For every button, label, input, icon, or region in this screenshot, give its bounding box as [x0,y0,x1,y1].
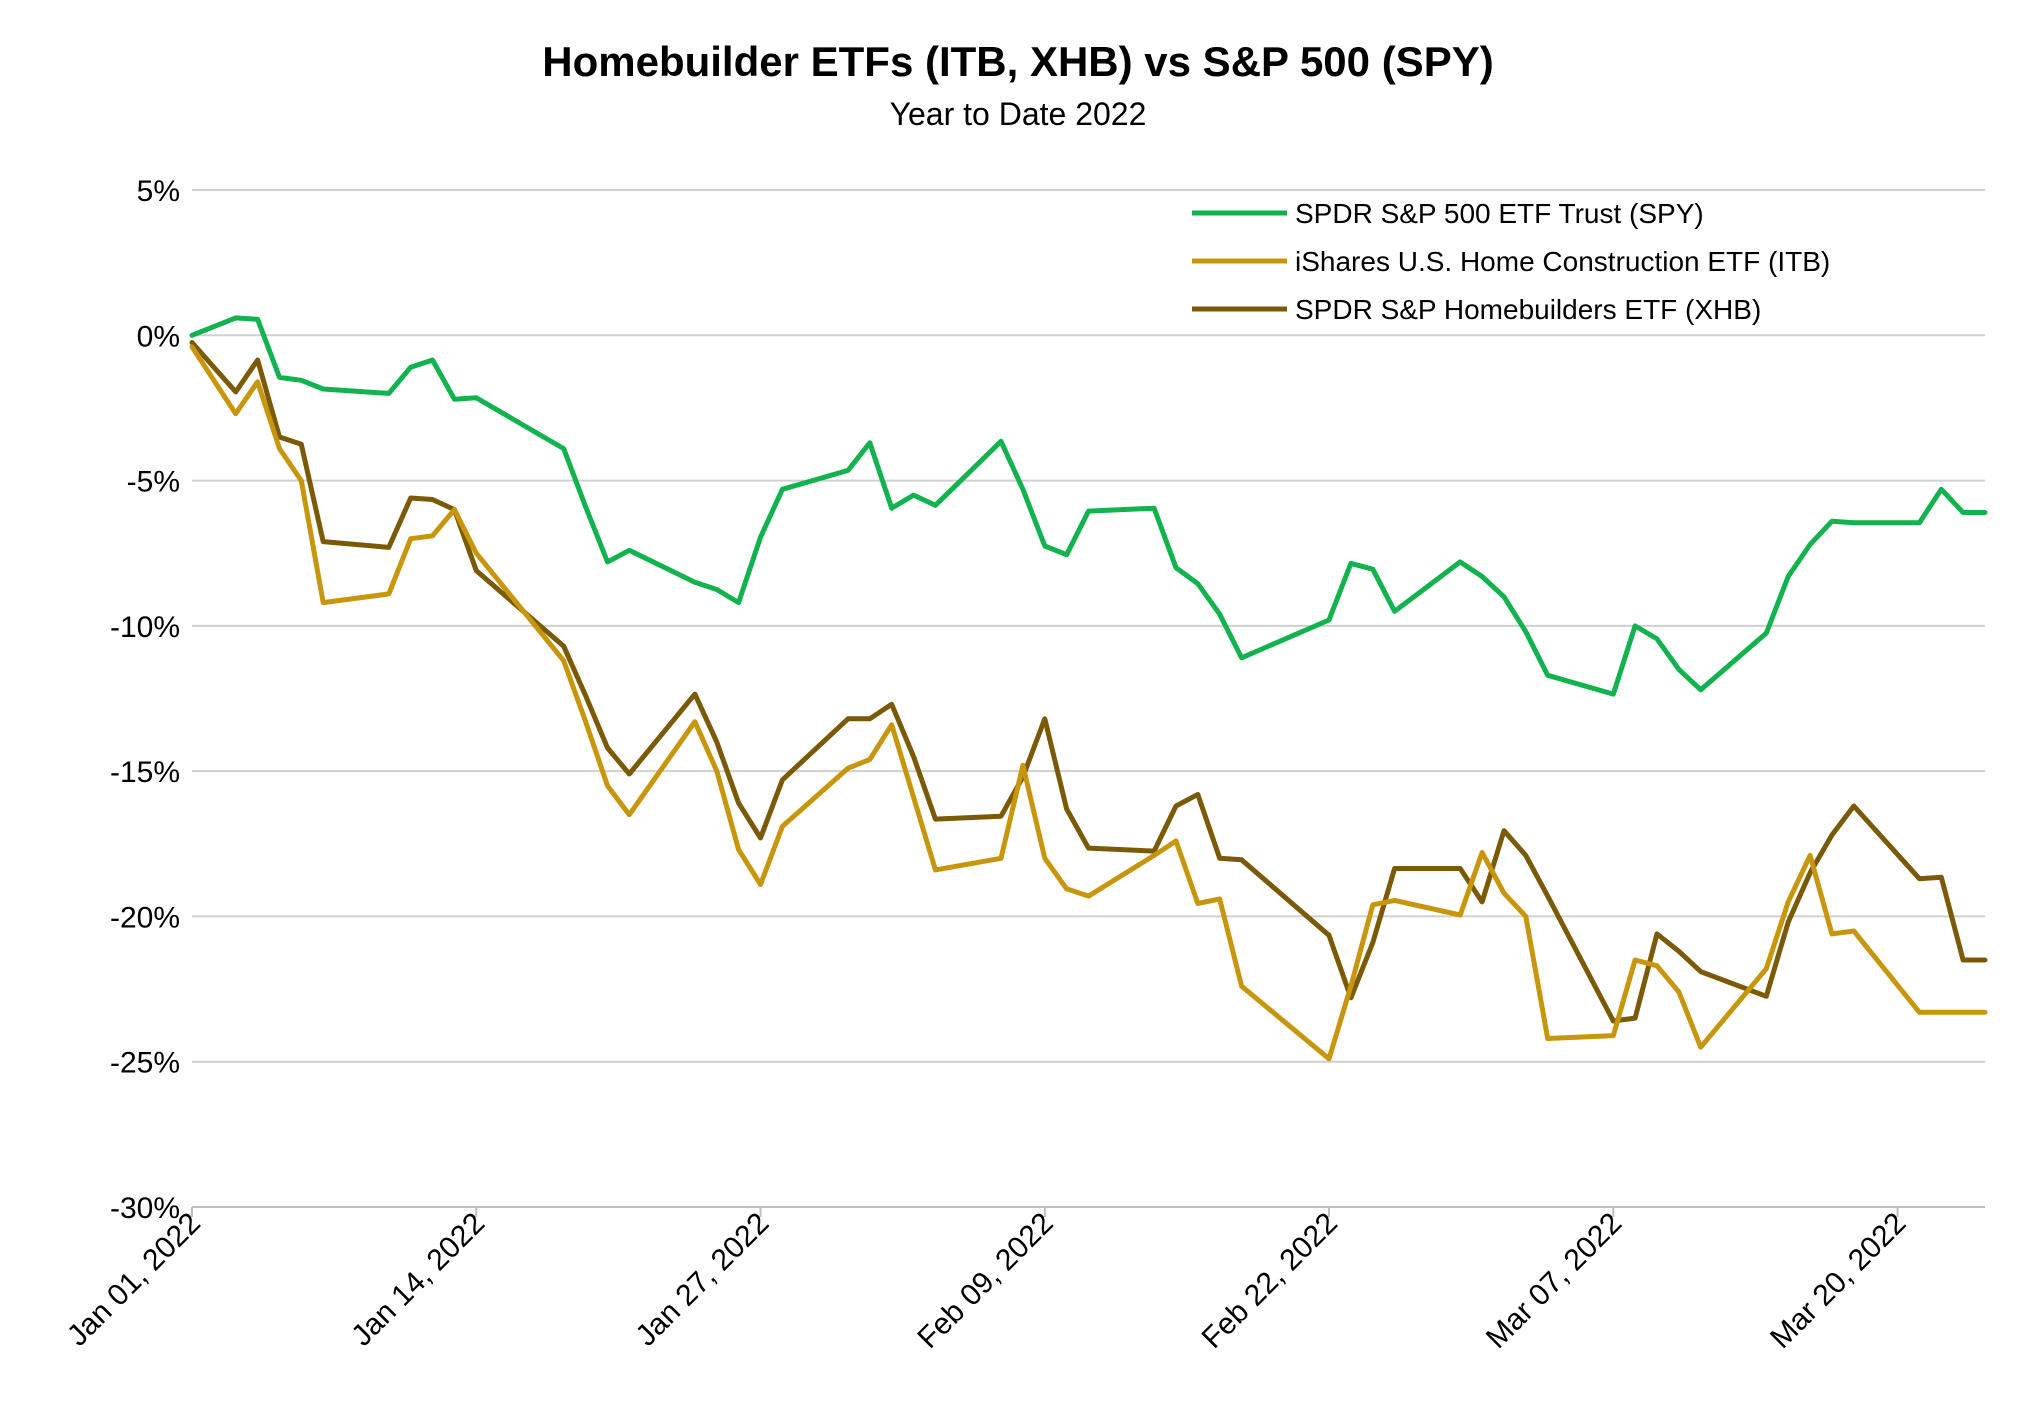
legend-label: SPDR S&P 500 ETF Trust (SPY) [1295,198,1704,229]
y-tick-label: -20% [110,901,180,934]
x-tick-label: Feb 09, 2022 [911,1207,1059,1355]
legend-label: SPDR S&P Homebuilders ETF (XHB) [1295,294,1761,325]
y-axis-ticks: 5% 0% -5% -10% -15% -20% -25% -30% [110,175,180,1225]
y-tick-label: -30% [110,1192,180,1225]
legend-label: iShares U.S. Home Construction ETF (ITB) [1295,246,1830,277]
y-tick-label: -5% [127,466,180,499]
x-tick-label: Jan 01, 2022 [61,1207,207,1353]
y-tick-label: -25% [110,1047,180,1080]
x-tick-label: Feb 22, 2022 [1196,1207,1344,1355]
y-tick-label: -10% [110,611,180,644]
x-tick-label: Mar 20, 2022 [1764,1207,1912,1355]
x-tick-label: Jan 14, 2022 [345,1207,491,1353]
x-tick-label: Jan 27, 2022 [629,1207,775,1353]
chart-subtitle: Year to Date 2022 [890,96,1147,132]
series-line [189,344,1988,1062]
y-tick-label: 0% [137,320,180,353]
chart-title: Homebuilder ETFs (ITB, XHB) vs S&P 500 (… [542,38,1493,85]
series-lines [189,315,1988,1062]
x-tick-label: Mar 07, 2022 [1480,1207,1628,1355]
x-axis-ticks: Jan 01, 2022 Jan 14, 2022 Jan 27, 2022 Feb … [61,1207,1913,1355]
series-line [189,340,1988,1024]
y-tick-label: -15% [110,756,180,789]
gridlines [192,189,1985,1208]
series-line [189,315,1988,697]
y-tick-label: 5% [137,175,180,208]
legend: SPDR S&P 500 ETF Trust (SPY) iShares U.S.… [1192,198,1830,325]
